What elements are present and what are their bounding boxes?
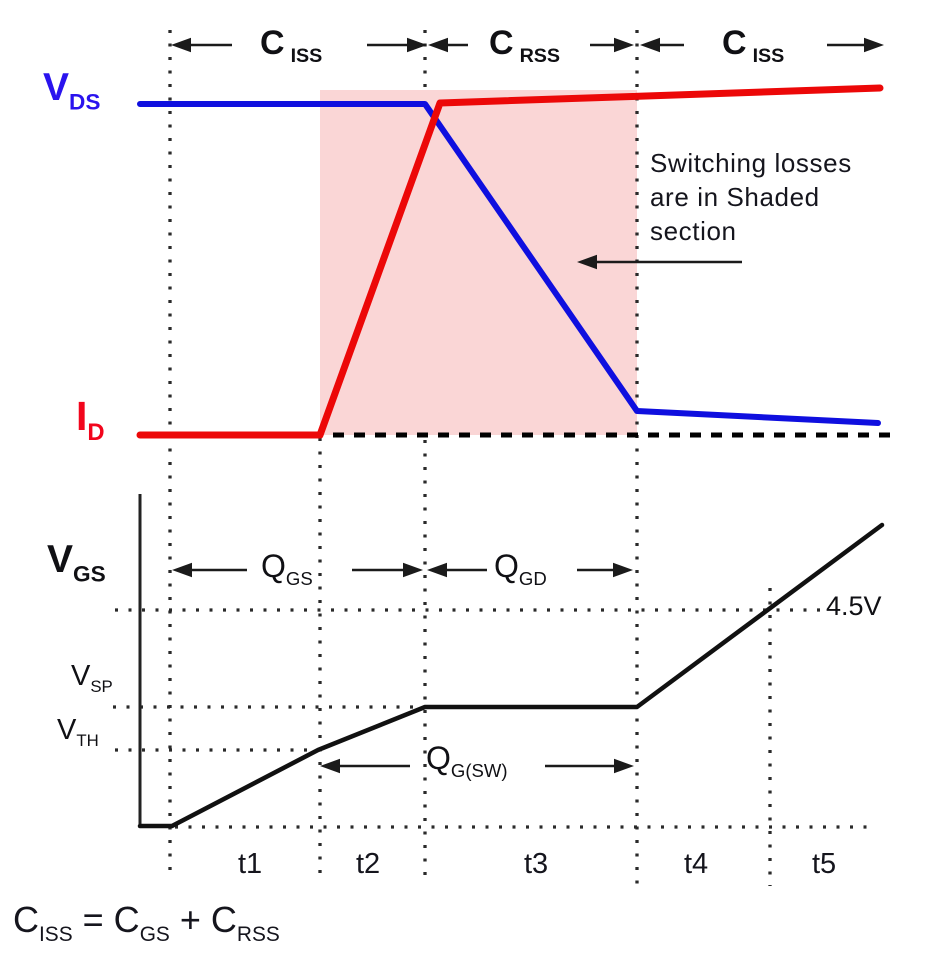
formula-text: = C bbox=[72, 899, 140, 940]
qgs-left-arrow-head bbox=[172, 562, 192, 578]
4v5-level-label: 4.5V bbox=[826, 591, 882, 621]
switching-losses-note-line3: section bbox=[650, 216, 737, 246]
formula-text: C bbox=[13, 899, 39, 940]
time-interval-t5: t5 bbox=[812, 848, 837, 880]
qgsw-right-arrow-head bbox=[614, 758, 634, 774]
time-interval-t2: t2 bbox=[356, 848, 381, 880]
ciss1-right-arrow-head bbox=[407, 37, 427, 53]
formula-subscript: GS bbox=[139, 922, 170, 946]
ciss-region-label-2: C ISS bbox=[722, 24, 785, 68]
crss-region-label: C RSS bbox=[489, 24, 561, 68]
time-interval-t3: t3 bbox=[524, 848, 549, 880]
vds-label: VDS bbox=[43, 66, 101, 115]
id-label: ID bbox=[76, 393, 105, 446]
vgs-curve bbox=[137, 522, 885, 829]
time-interval-t4: t4 bbox=[684, 848, 709, 880]
crss-left-arrow-head bbox=[428, 37, 448, 53]
vth-level-label: VTH bbox=[57, 714, 99, 751]
time-interval-t1: t1 bbox=[238, 848, 263, 880]
ciss-region-label-1: C ISS bbox=[260, 24, 323, 68]
qgd-right-arrow-head bbox=[613, 562, 633, 578]
ciss2-left-arrow-head bbox=[640, 37, 660, 53]
switching-losses-note: Switching losses are in Shaded section bbox=[650, 146, 852, 248]
formula-text: + C bbox=[169, 899, 237, 940]
qgs-right-arrow-head bbox=[403, 562, 423, 578]
ciss-formula: CISS = CGS + CRSS bbox=[13, 902, 280, 946]
qgd-left-arrow-head bbox=[427, 562, 447, 578]
vgs-label: VGS bbox=[47, 538, 106, 587]
vds-curve bbox=[137, 101, 881, 426]
qgsw-label: QG(SW) bbox=[426, 740, 508, 781]
formula-subscript: RSS bbox=[236, 922, 280, 946]
formula-subscript: ISS bbox=[39, 922, 73, 946]
switching-losses-note-line2: are in Shaded bbox=[650, 182, 820, 212]
ciss2-right-arrow-head bbox=[864, 37, 884, 53]
ciss1-left-arrow-head bbox=[171, 37, 191, 53]
qgd-label: QGD bbox=[494, 548, 547, 589]
switching-losses-note-line1: Switching losses bbox=[650, 148, 852, 178]
id-curve bbox=[136, 84, 884, 439]
losses-pointer-arrow-head bbox=[577, 254, 597, 270]
qgs-label: QGS bbox=[261, 548, 313, 589]
crss-right-arrow-head bbox=[614, 37, 634, 53]
vsp-level-label: VSP bbox=[71, 660, 113, 697]
qgsw-left-arrow-head bbox=[320, 758, 340, 774]
